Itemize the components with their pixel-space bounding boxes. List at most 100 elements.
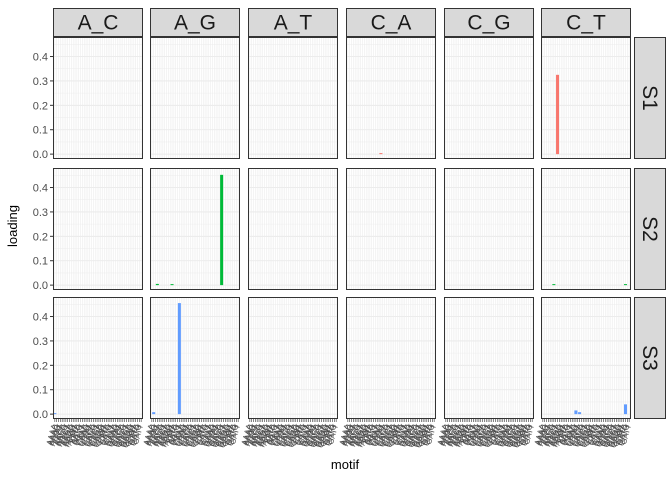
panel-S1-C_G xyxy=(444,37,534,159)
panel-border xyxy=(150,297,240,419)
y-tick-label: 0.1 xyxy=(33,385,48,397)
y-tick-label: 0.3 xyxy=(33,76,48,88)
y-axis-S1: 0.0 0.1 0.2 0.3 0.4 xyxy=(33,52,53,161)
panel-background xyxy=(346,168,436,290)
panel-S1-C_T xyxy=(541,37,631,159)
panel-background xyxy=(53,297,143,419)
strip-label: C_A xyxy=(371,12,412,35)
panels-layer xyxy=(53,37,631,419)
bar-S3-C_T-18 xyxy=(574,410,578,415)
x-axes: AAAAAAACAAAGAAATAACAAACCAACGAACTAAGAAAGC… xyxy=(45,419,633,449)
panel-background xyxy=(346,297,436,419)
strip-label: S2 xyxy=(638,216,661,242)
panel-S1-C_A xyxy=(346,37,436,159)
panel-background xyxy=(150,168,240,290)
strip-col-A_T: A_T xyxy=(248,8,338,37)
panel-background xyxy=(150,37,240,159)
x-axis-A_T: AAAAAAACAAAGAAATAACAAACCAACGAACTAAGAAAGC… xyxy=(240,419,340,449)
strip-col-C_A: C_A xyxy=(346,8,436,37)
y-tick-label: 0.2 xyxy=(33,231,48,243)
panel-border xyxy=(53,297,143,419)
panel-border xyxy=(248,297,338,419)
panel-S3-C_A xyxy=(346,297,436,419)
bar-S3-A_G-15 xyxy=(177,303,181,415)
panel-border xyxy=(150,168,240,290)
strip-label: A_G xyxy=(174,12,216,35)
strip-col-A_C: A_C xyxy=(53,8,143,37)
panel-border xyxy=(541,37,631,159)
x-axis-C_G: AAAAAAACAAAGAAATAACAAACCAACGAACTAAGAAAGC… xyxy=(436,419,536,449)
strip-background xyxy=(248,8,338,37)
panel-S1-A_T xyxy=(248,37,338,159)
bar-S2-A_G-38 xyxy=(220,174,224,286)
panel-S3-C_G xyxy=(444,297,534,419)
x-axis-A_C: AAAAAAACAAAGAAATAACAAACCAACGAACTAAGAAAGC… xyxy=(45,419,145,449)
panel-S3-C_T xyxy=(541,297,631,419)
strip-background xyxy=(634,168,666,290)
bar-S2-C_T-45 xyxy=(623,284,627,286)
panel-S2-C_A xyxy=(346,168,436,290)
panel-border xyxy=(150,37,240,159)
panel-S2-C_T xyxy=(541,168,631,290)
panel-border xyxy=(346,297,436,419)
panel-background xyxy=(444,168,534,290)
panel-border xyxy=(346,168,436,290)
y-tick-label: 0.2 xyxy=(33,360,48,372)
strip-col-C_T: C_T xyxy=(541,8,631,37)
panel-S2-A_T xyxy=(248,168,338,290)
bar-S2-C_T-6 xyxy=(552,284,556,286)
strip-col-A_G: A_G xyxy=(150,8,240,37)
panel-border xyxy=(444,168,534,290)
bar-S2-A_G-3 xyxy=(155,283,159,286)
bar-S3-C_T-45 xyxy=(623,404,627,415)
strip-row-S2: S2 xyxy=(634,168,666,290)
y-tick-label: 0.4 xyxy=(33,52,48,64)
panel-background xyxy=(541,37,631,159)
y-tick-label: 0.3 xyxy=(33,207,48,219)
bar-S1-C_T-8 xyxy=(556,74,560,155)
y-tick-label: 0.1 xyxy=(33,256,48,268)
panel-S1-A_C xyxy=(53,37,143,159)
y-tick-label: 0.4 xyxy=(33,312,48,324)
panel-background xyxy=(248,297,338,419)
panel-border xyxy=(444,37,534,159)
x-axis-title: motif xyxy=(331,457,360,472)
panel-border xyxy=(541,297,631,419)
panel-S3-A_G xyxy=(150,297,240,419)
panel-border xyxy=(53,37,143,159)
bar-S3-C_T-20 xyxy=(578,412,582,415)
panel-S1-A_G xyxy=(150,37,240,159)
y-tick-label: 0.2 xyxy=(33,100,48,112)
panel-S3-A_C xyxy=(53,297,143,419)
panel-border xyxy=(248,168,338,290)
panel-border xyxy=(444,297,534,419)
strip-background xyxy=(346,8,436,37)
strip-label: S1 xyxy=(638,85,661,111)
panel-background xyxy=(444,297,534,419)
panel-background xyxy=(541,168,631,290)
strip-label: S3 xyxy=(638,345,661,371)
panel-background xyxy=(346,37,436,159)
row-strips: S1 S2 S3 xyxy=(634,37,666,419)
column-strips: A_C A_G A_T C_A C_G C_T xyxy=(53,8,631,37)
strip-background xyxy=(634,37,666,159)
y-tick-label: 0.1 xyxy=(33,125,48,137)
y-axes: 0.00.10.20.30.40.00.10.20.30.40.00.10.20… xyxy=(33,52,53,421)
bar-S1-C_A-18 xyxy=(379,153,383,155)
strip-background xyxy=(634,297,666,419)
panel-background xyxy=(53,168,143,290)
bar-S3-A_C-0 xyxy=(53,413,57,415)
strip-background xyxy=(150,8,240,37)
panel-S2-A_G xyxy=(150,168,240,290)
bar-S3-A_G-1 xyxy=(152,412,156,415)
panel-S3-A_T xyxy=(248,297,338,419)
y-tick-label: 0.0 xyxy=(33,280,48,292)
panel-background xyxy=(248,168,338,290)
strip-col-C_G: C_G xyxy=(444,8,534,37)
strip-row-S3: S3 xyxy=(634,297,666,419)
panel-background xyxy=(541,297,631,419)
panel-border xyxy=(541,168,631,290)
bar-S2-A_G-11 xyxy=(170,284,174,286)
panel-background xyxy=(444,37,534,159)
